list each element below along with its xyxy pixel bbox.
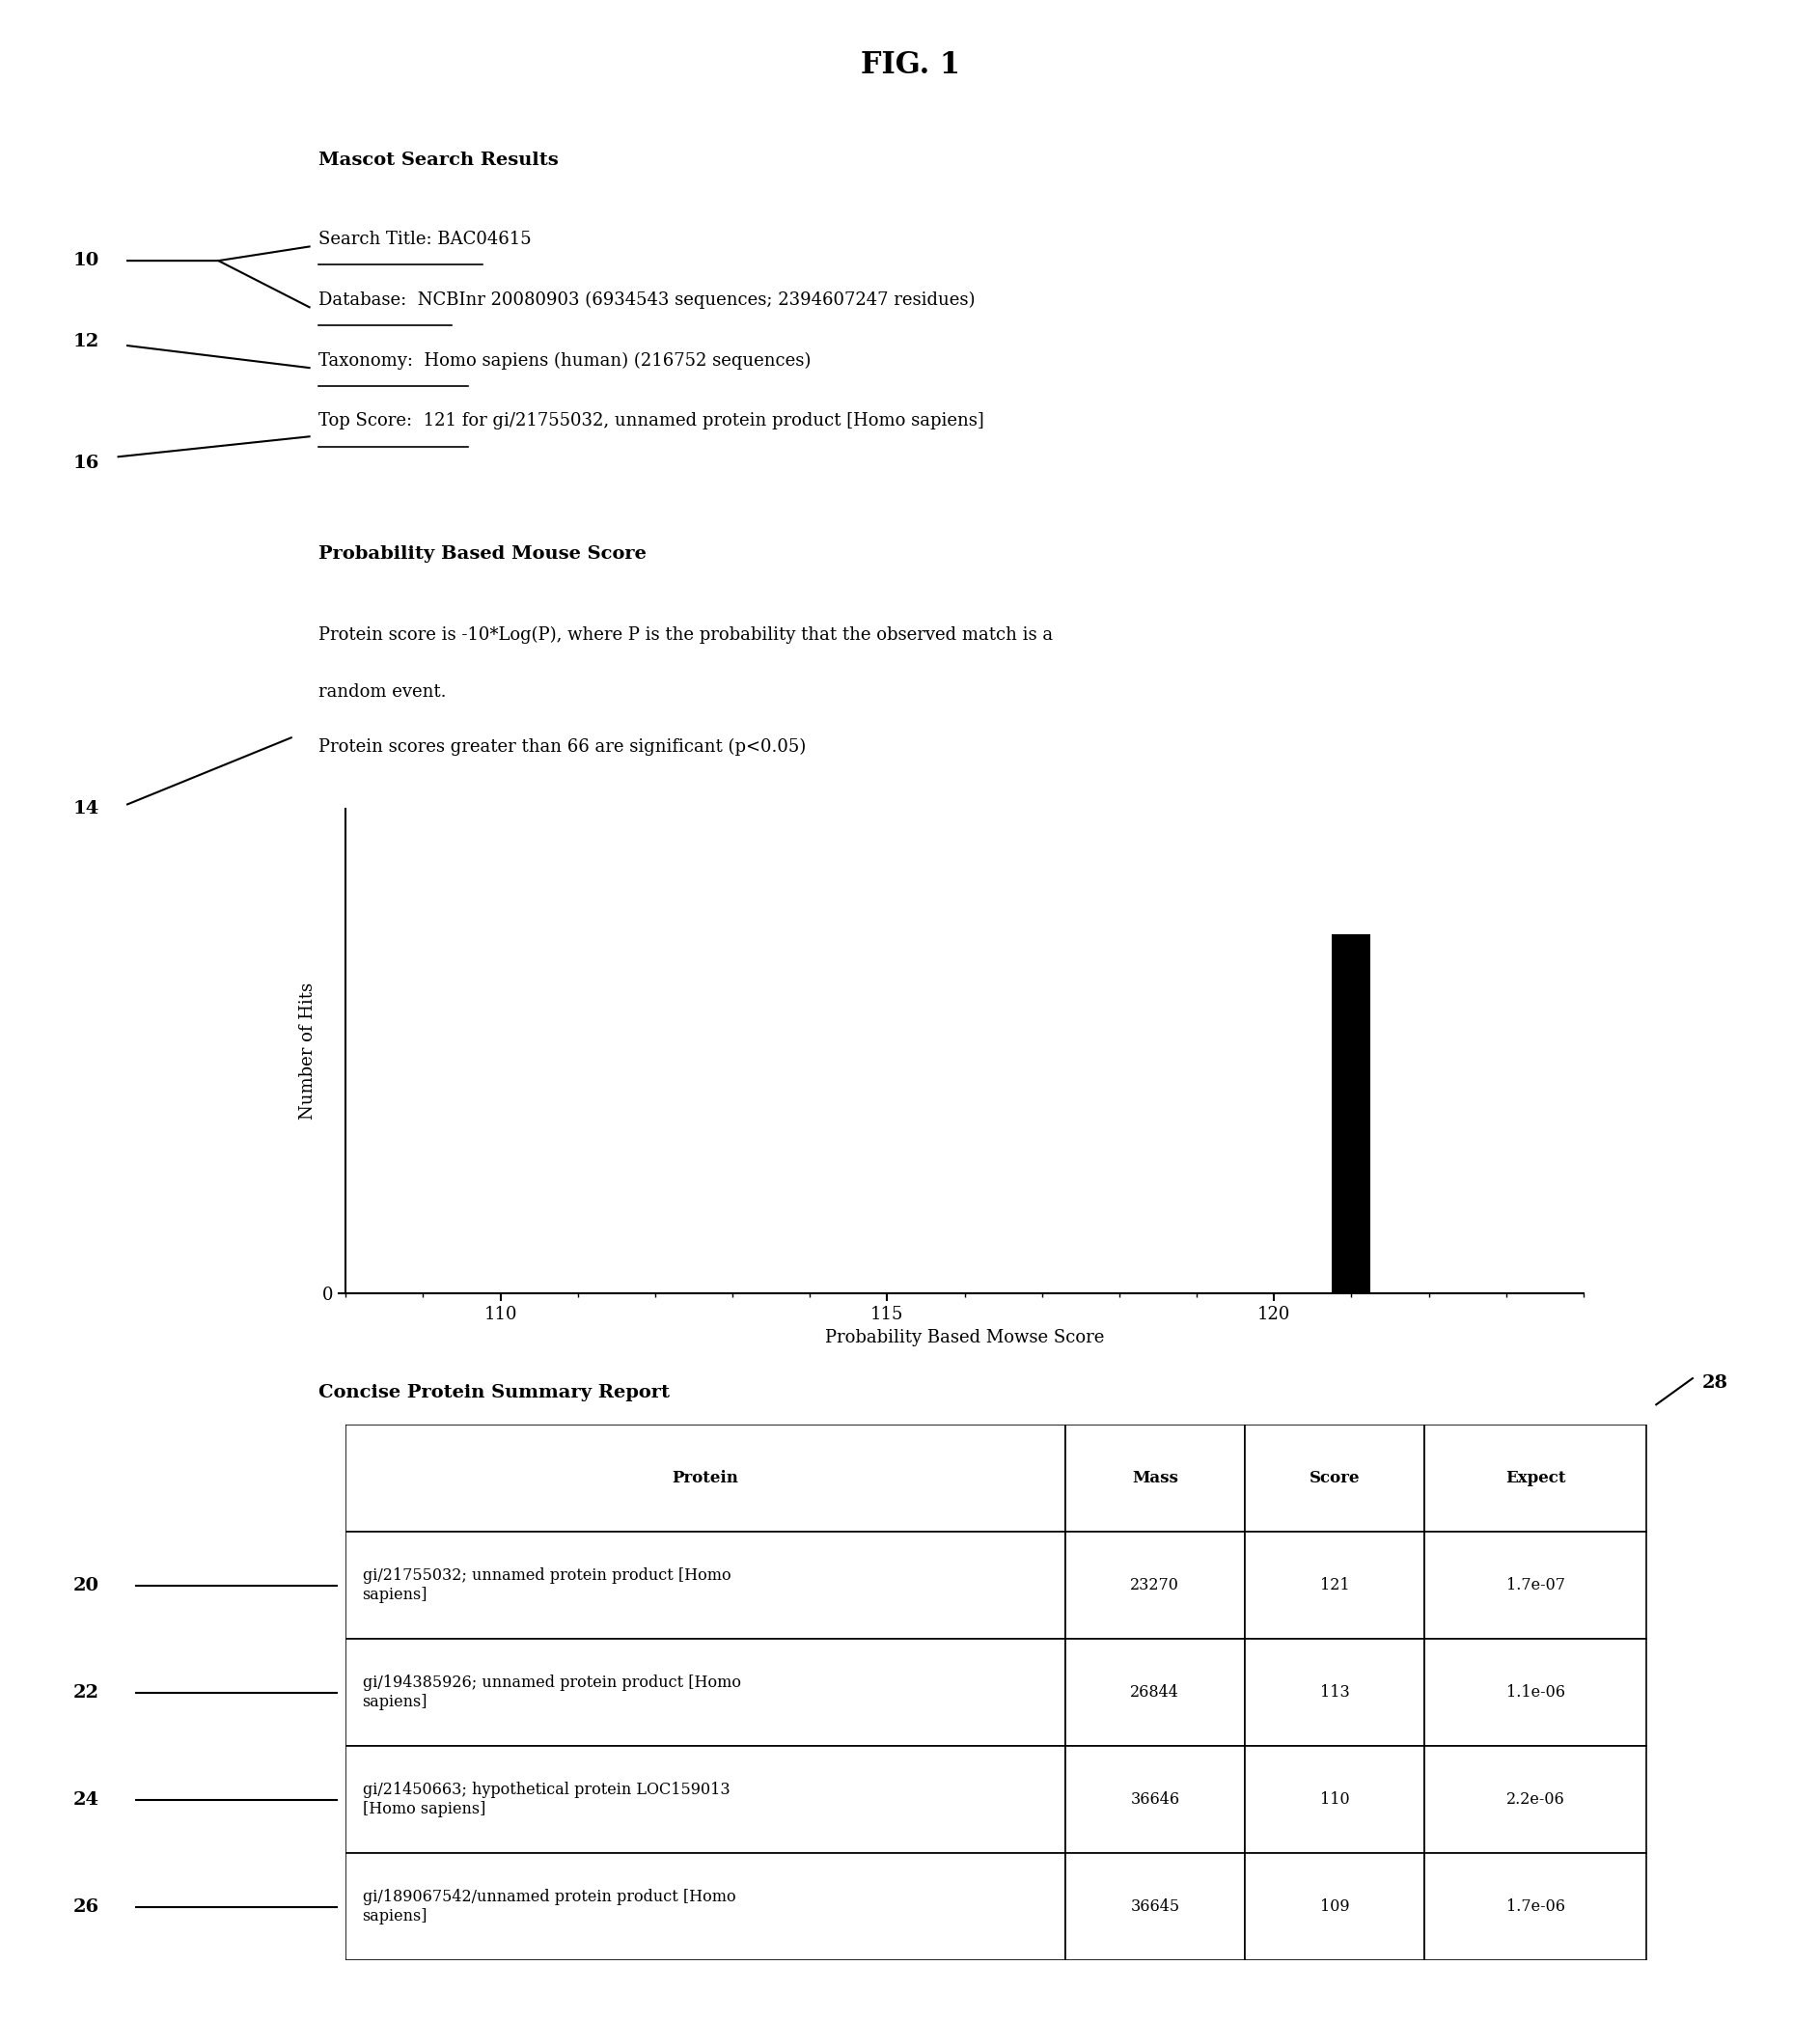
X-axis label: Probability Based Mowse Score: Probability Based Mowse Score	[824, 1330, 1105, 1346]
Bar	[346, 1853, 1065, 1960]
Bar	[1065, 1639, 1245, 1746]
Text: random event.: random event.	[318, 683, 446, 701]
Text: gi/189067542/unnamed protein product [Homo
sapiens]: gi/189067542/unnamed protein product [Ho…	[362, 1890, 735, 1924]
Bar	[346, 1532, 1065, 1639]
Text: Expect: Expect	[1505, 1469, 1565, 1487]
Text: 12: 12	[73, 333, 98, 350]
Text: 14: 14	[73, 800, 98, 816]
Text: 20: 20	[73, 1576, 98, 1595]
Text: Protein: Protein	[672, 1469, 739, 1487]
Bar	[1245, 1746, 1425, 1853]
Text: 24: 24	[73, 1791, 98, 1809]
Bar	[346, 1746, 1065, 1853]
Text: 36645: 36645	[1130, 1898, 1179, 1916]
Text: Concise Protein Summary Report: Concise Protein Summary Report	[318, 1384, 670, 1403]
Bar	[1332, 934, 1370, 1293]
Text: 1.1e-06: 1.1e-06	[1505, 1683, 1565, 1702]
Bar	[1425, 1639, 1645, 1746]
Text: Search Title: BAC04615: Search Title: BAC04615	[318, 230, 531, 249]
Text: 109: 109	[1319, 1898, 1350, 1916]
Bar	[1245, 1425, 1425, 1532]
Text: 36646: 36646	[1130, 1791, 1179, 1809]
Text: Protein score is -10*Log(P), where P is the probability that the observed match : Protein score is -10*Log(P), where P is …	[318, 627, 1054, 645]
Bar	[346, 1639, 1065, 1746]
Bar	[1065, 1853, 1245, 1960]
Text: 121: 121	[1319, 1576, 1350, 1595]
Text: 26: 26	[73, 1898, 98, 1916]
Text: 2.2e-06: 2.2e-06	[1505, 1791, 1565, 1809]
Text: 10: 10	[73, 253, 98, 269]
Text: 22: 22	[73, 1683, 98, 1702]
Text: FIG. 1: FIG. 1	[861, 51, 959, 81]
Text: Probability Based Mouse Score: Probability Based Mouse Score	[318, 546, 646, 564]
Text: 18: 18	[1434, 865, 1460, 883]
Bar	[346, 1425, 1065, 1532]
Bar	[1425, 1532, 1645, 1639]
Text: Mass: Mass	[1132, 1469, 1178, 1487]
Bar	[1425, 1853, 1645, 1960]
Text: 113: 113	[1319, 1683, 1350, 1702]
Bar	[1245, 1639, 1425, 1746]
Text: gi/194385926; unnamed protein product [Homo
sapiens]: gi/194385926; unnamed protein product [H…	[362, 1675, 741, 1710]
Text: Taxonomy:  Homo sapiens (human) (216752 sequences): Taxonomy: Homo sapiens (human) (216752 s…	[318, 352, 812, 370]
Text: 26844: 26844	[1130, 1683, 1179, 1702]
Bar	[1425, 1425, 1645, 1532]
Text: 28: 28	[1702, 1374, 1727, 1392]
Text: 1.7e-06: 1.7e-06	[1505, 1898, 1565, 1916]
Text: gi/21755032; unnamed protein product [Homo
sapiens]: gi/21755032; unnamed protein product [Ho…	[362, 1568, 730, 1603]
Bar	[1065, 1532, 1245, 1639]
Text: 110: 110	[1319, 1791, 1350, 1809]
Bar	[1245, 1532, 1425, 1639]
Text: 1.7e-07: 1.7e-07	[1505, 1576, 1565, 1595]
Bar	[1425, 1746, 1645, 1853]
Bar	[1065, 1425, 1245, 1532]
Bar	[1245, 1853, 1425, 1960]
Y-axis label: Number of Hits: Number of Hits	[298, 982, 317, 1120]
Text: 16: 16	[73, 455, 100, 471]
Bar	[1065, 1746, 1245, 1853]
Text: 23270: 23270	[1130, 1576, 1179, 1595]
Text: Top Score:  121 for gi/21755032, unnamed protein product [Homo sapiens]: Top Score: 121 for gi/21755032, unnamed …	[318, 412, 985, 430]
Text: Mascot Search Results: Mascot Search Results	[318, 152, 559, 170]
Text: gi/21450663; hypothetical protein LOC159013
[Homo sapiens]: gi/21450663; hypothetical protein LOC159…	[362, 1783, 730, 1817]
Text: Score: Score	[1309, 1469, 1360, 1487]
Text: Protein scores greater than 66 are significant (p<0.05): Protein scores greater than 66 are signi…	[318, 738, 806, 756]
Text: Database:  NCBInr 20080903 (6934543 sequences; 2394607247 residues): Database: NCBInr 20080903 (6934543 seque…	[318, 291, 976, 309]
